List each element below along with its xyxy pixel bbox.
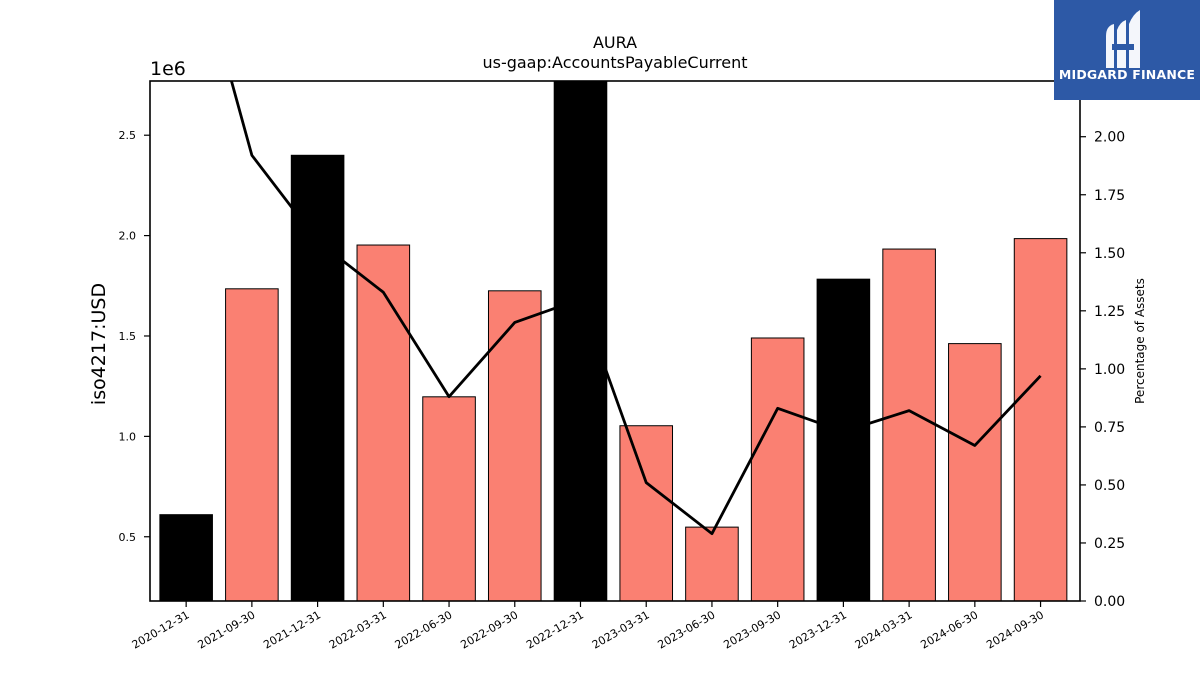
x-tick-label: 2022-03-31 [327, 608, 389, 651]
bar-2023-06-30 [685, 526, 739, 601]
bar-2024-09-30 [1013, 238, 1068, 601]
bar-2022-12-31 [553, 81, 608, 601]
x-tick-label: 2023-03-31 [590, 608, 652, 651]
x-tick-label: 2021-09-30 [196, 608, 258, 651]
bar-2022-03-31 [356, 244, 411, 601]
chart-title: AURA [593, 33, 637, 52]
plot-frame [149, 80, 1081, 602]
bar-2021-09-30 [225, 288, 279, 601]
y2-tick-label: 1.25 [1094, 304, 1125, 320]
x-tick-label: 2024-09-30 [984, 608, 1046, 651]
x-tick-label: 2023-06-30 [656, 608, 718, 651]
y-tick-label: 2.0 [119, 230, 137, 243]
y2-tick-label: 1.50 [1094, 246, 1125, 262]
x-tick-label: 2023-12-31 [787, 608, 849, 651]
y-tick-label: 1.0 [119, 430, 137, 443]
y-tick-label: 0.5 [119, 531, 137, 544]
y2-tick-label: 1.75 [1094, 188, 1125, 204]
x-tick-label: 2024-03-31 [853, 608, 915, 651]
bar-2023-12-31 [816, 278, 871, 601]
y-axis-offset-label: 1e6 [150, 58, 186, 80]
y2-tick-label: 1.00 [1094, 362, 1125, 378]
y2-tick-label: 0.00 [1094, 594, 1125, 610]
bar-2024-06-30 [948, 343, 1002, 601]
x-tick-label: 2023-09-30 [721, 608, 783, 651]
percentage-of-assets-line [229, 81, 1042, 536]
x-tick-label: 2022-06-30 [393, 608, 455, 651]
line-series [229, 81, 1042, 536]
bar-2021-12-31 [290, 154, 345, 601]
brand-name: MIDGARD FINANCE [1058, 67, 1196, 82]
bar-2024-03-31 [882, 248, 936, 601]
y2-tick-label: 0.25 [1094, 536, 1125, 552]
y-axis-label: iso4217:USD [88, 283, 110, 405]
y2-axis-label: Percentage of Assets [1133, 278, 1147, 404]
bar-series [159, 81, 1068, 601]
x-tick-label: 2021-12-31 [261, 608, 323, 651]
y2-tick-label: 0.50 [1094, 478, 1125, 494]
bar-2020-12-31 [159, 514, 213, 601]
x-tick-label: 2022-09-30 [458, 608, 520, 651]
x-tick-label: 2020-12-31 [130, 608, 192, 651]
bar-2022-09-30 [487, 290, 542, 601]
bar-2022-06-30 [422, 396, 476, 601]
x-tick-label: 2024-06-30 [918, 608, 980, 651]
x-tick-label: 2022-12-31 [524, 608, 586, 651]
y2-tick-label: 2.00 [1094, 130, 1125, 146]
chart-subtitle: us-gaap:AccountsPayableCurrent [482, 53, 747, 72]
bar-2023-03-31 [619, 425, 674, 601]
bar-2023-09-30 [750, 337, 805, 601]
y2-tick-label: 0.75 [1094, 420, 1125, 436]
y-tick-label: 1.5 [119, 330, 137, 343]
brand-logo: MIDGARD FINANCE [1054, 0, 1200, 100]
y-tick-label: 2.5 [119, 129, 137, 142]
midgard-logo-icon [1106, 10, 1140, 68]
